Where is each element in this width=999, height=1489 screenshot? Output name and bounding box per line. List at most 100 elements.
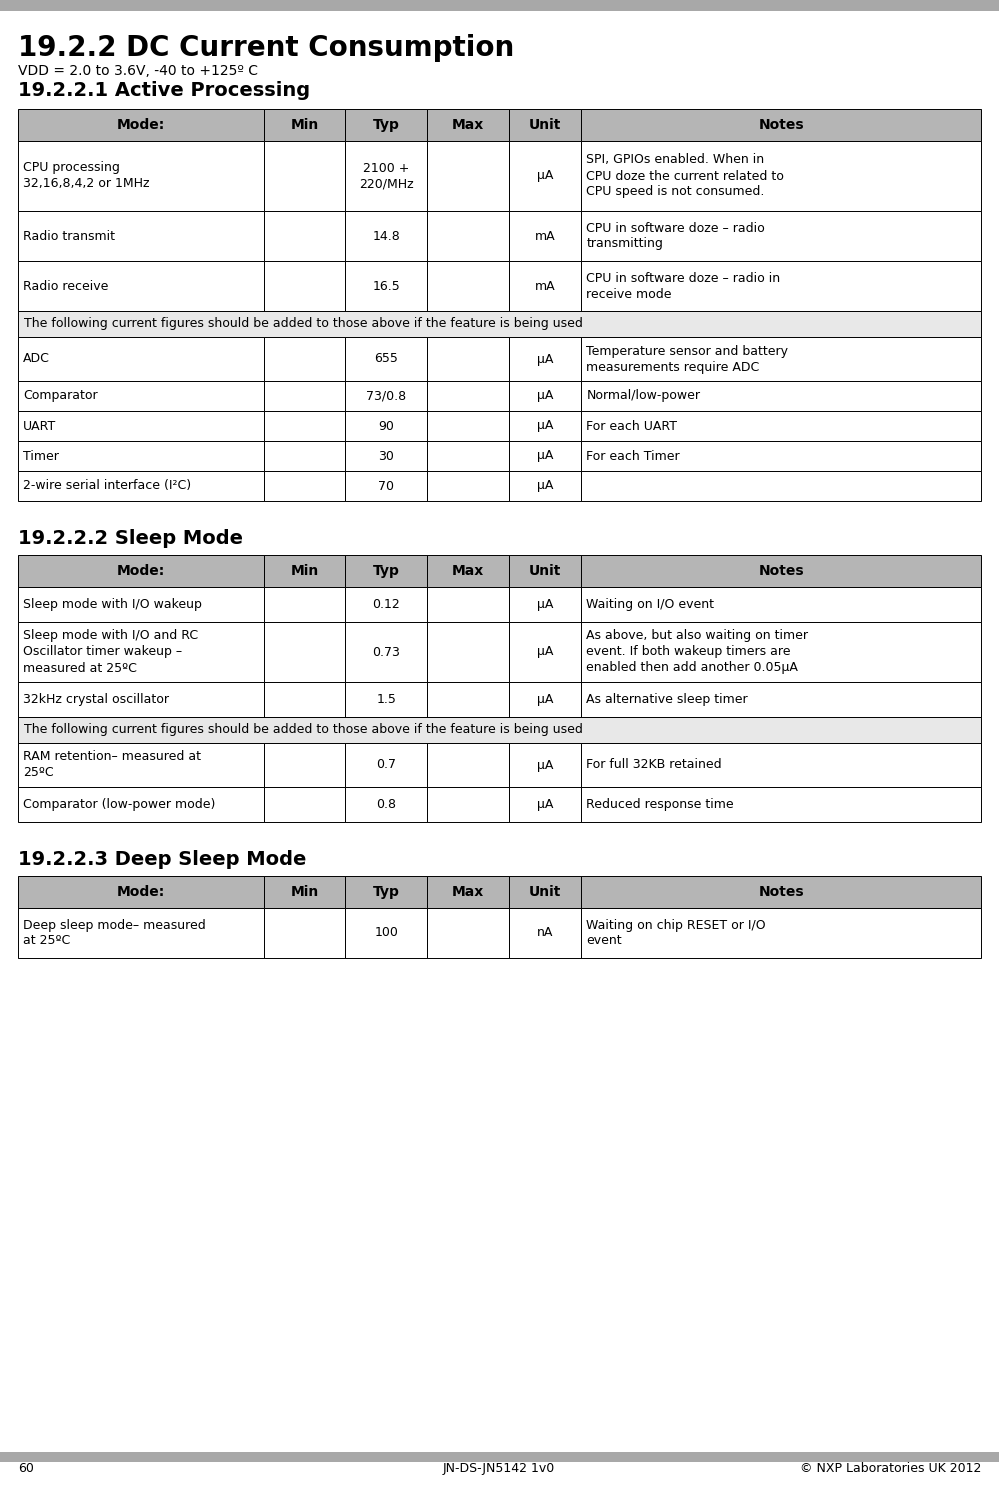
Text: 0.8: 0.8 [377, 798, 397, 812]
Text: μA: μA [537, 450, 553, 463]
Text: For each Timer: For each Timer [586, 450, 680, 463]
Text: 19.2.2 DC Current Consumption: 19.2.2 DC Current Consumption [18, 34, 514, 63]
Bar [581, 109, 981, 141]
Text: © NXP Laboratories UK 2012: © NXP Laboratories UK 2012 [799, 1462, 981, 1476]
Bar [581, 876, 981, 908]
Text: μA: μA [537, 479, 553, 493]
Bar [428, 682, 509, 718]
Text: JN-DS-JN5142 1v0: JN-DS-JN5142 1v0 [443, 1462, 555, 1476]
Text: 32kHz crystal oscillator: 32kHz crystal oscillator [23, 692, 169, 706]
Bar [18, 876, 264, 908]
Text: 100: 100 [375, 926, 399, 940]
Text: nA: nA [537, 926, 553, 940]
Text: Notes: Notes [758, 884, 804, 899]
Bar [346, 587, 428, 622]
Bar [581, 211, 981, 261]
Bar [581, 622, 981, 682]
Bar [581, 441, 981, 471]
Bar [346, 381, 428, 411]
Text: For each UART: For each UART [586, 420, 677, 432]
Text: 1.5: 1.5 [377, 692, 397, 706]
Text: 19.2.2.3 Deep Sleep Mode: 19.2.2.3 Deep Sleep Mode [18, 850, 307, 870]
Text: The following current figures should be added to those above if the feature is b: The following current figures should be … [24, 317, 582, 331]
Text: CPU in software doze – radio
transmitting: CPU in software doze – radio transmittin… [586, 222, 765, 250]
Text: Comparator: Comparator [23, 390, 98, 402]
Bar [18, 109, 264, 141]
Bar [264, 441, 346, 471]
Bar [264, 141, 346, 211]
Text: Max: Max [453, 564, 485, 578]
Bar [581, 587, 981, 622]
Text: Unit: Unit [529, 884, 561, 899]
Bar [18, 261, 264, 311]
Bar [428, 471, 509, 500]
Bar [346, 441, 428, 471]
Bar [18, 471, 264, 500]
Bar [581, 337, 981, 381]
Text: Unit: Unit [529, 118, 561, 133]
Bar [346, 788, 428, 822]
Bar [346, 211, 428, 261]
Text: Min: Min [291, 884, 319, 899]
Bar [18, 718, 981, 743]
Bar [0, 1452, 999, 1462]
Text: μA: μA [537, 798, 553, 812]
Bar [428, 587, 509, 622]
Bar [428, 622, 509, 682]
Text: Typ: Typ [373, 884, 400, 899]
Bar [509, 211, 581, 261]
Bar [428, 743, 509, 788]
Text: Reduced response time: Reduced response time [586, 798, 734, 812]
Text: The following current figures should be added to those above if the feature is b: The following current figures should be … [24, 724, 582, 737]
Bar [18, 337, 264, 381]
Text: μA: μA [537, 646, 553, 658]
Text: As above, but also waiting on timer
event. If both wakeup timers are
enabled the: As above, but also waiting on timer even… [586, 630, 808, 675]
Bar [264, 261, 346, 311]
Text: Unit: Unit [529, 564, 561, 578]
Text: Notes: Notes [758, 564, 804, 578]
Text: mA: mA [534, 280, 555, 292]
Bar [428, 381, 509, 411]
Bar [264, 743, 346, 788]
Text: Typ: Typ [373, 564, 400, 578]
Bar [581, 743, 981, 788]
Text: Min: Min [291, 564, 319, 578]
Bar [428, 109, 509, 141]
Text: μA: μA [537, 390, 553, 402]
Text: Radio transmit: Radio transmit [23, 229, 115, 243]
Bar [509, 587, 581, 622]
Text: Comparator (low-power mode): Comparator (low-power mode) [23, 798, 216, 812]
Text: ADC: ADC [23, 353, 50, 365]
Bar [509, 622, 581, 682]
Bar [346, 109, 428, 141]
Bar [346, 471, 428, 500]
Text: Waiting on I/O event: Waiting on I/O event [586, 599, 714, 610]
Bar [18, 141, 264, 211]
Bar [18, 441, 264, 471]
Text: μA: μA [537, 170, 553, 183]
Bar [581, 381, 981, 411]
Text: Temperature sensor and battery
measurements require ADC: Temperature sensor and battery measureme… [586, 344, 788, 374]
Text: 14.8: 14.8 [373, 229, 401, 243]
Bar [346, 743, 428, 788]
Bar [346, 908, 428, 957]
Bar [264, 411, 346, 441]
Bar [509, 876, 581, 908]
Bar [509, 411, 581, 441]
Bar [428, 411, 509, 441]
Text: 0.7: 0.7 [377, 758, 397, 771]
Text: μA: μA [537, 758, 553, 771]
Bar [509, 109, 581, 141]
Text: 0.73: 0.73 [373, 646, 401, 658]
Text: VDD = 2.0 to 3.6V, -40 to +125º C: VDD = 2.0 to 3.6V, -40 to +125º C [18, 64, 258, 77]
Text: Deep sleep mode– measured
at 25ºC: Deep sleep mode– measured at 25ºC [23, 919, 206, 947]
Bar [509, 141, 581, 211]
Bar [428, 141, 509, 211]
Text: μA: μA [537, 599, 553, 610]
Bar [18, 211, 264, 261]
Text: μA: μA [537, 353, 553, 365]
Bar [509, 908, 581, 957]
Bar [581, 555, 981, 587]
Bar [18, 788, 264, 822]
Text: 19.2.2.1 Active Processing: 19.2.2.1 Active Processing [18, 80, 310, 100]
